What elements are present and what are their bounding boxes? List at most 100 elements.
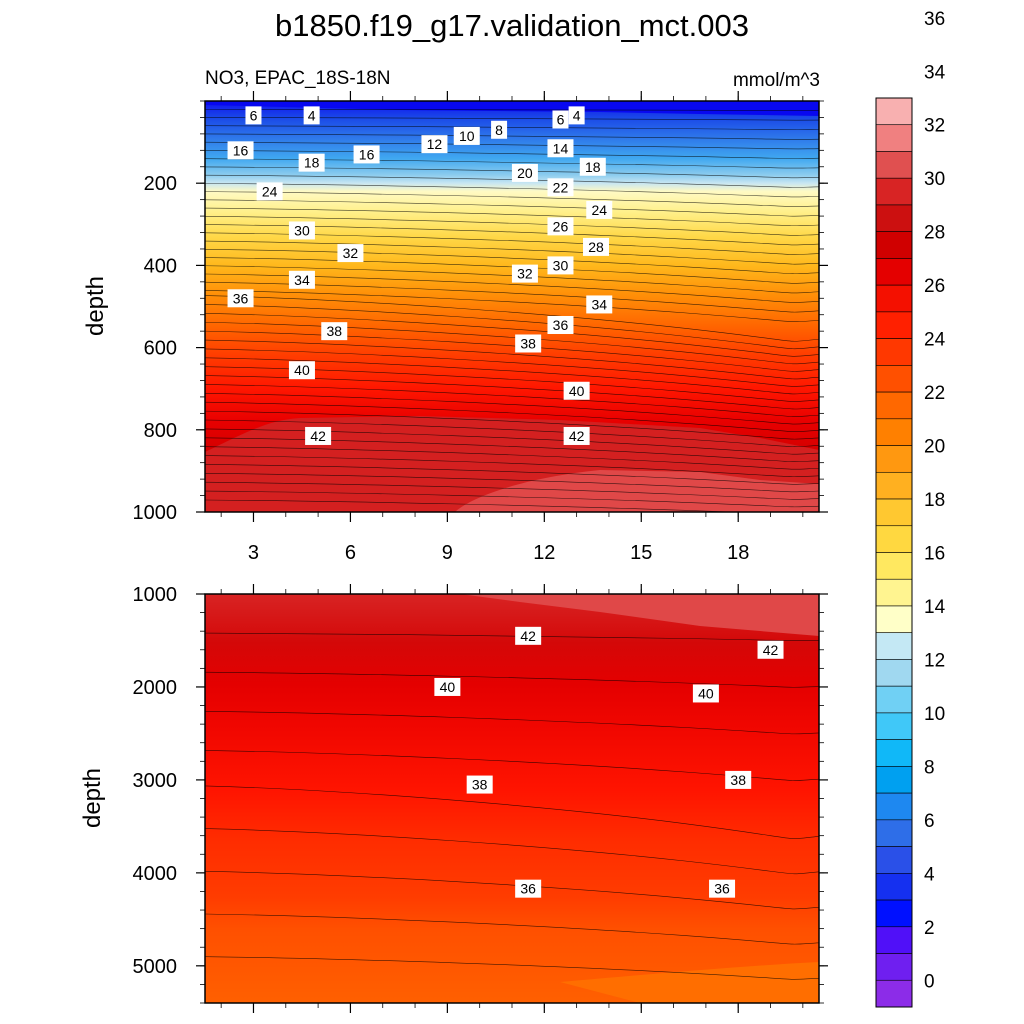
contour-label: 32 xyxy=(511,264,538,283)
colorbar-label: 12 xyxy=(924,650,945,671)
upper-y-axis-label: depth xyxy=(82,276,109,336)
contour-label: 18 xyxy=(579,157,606,176)
contour-line xyxy=(205,166,819,179)
contour-line xyxy=(205,711,819,735)
contour-label: 38 xyxy=(725,770,752,789)
colorbar-label: 34 xyxy=(924,62,946,83)
contour-label-box xyxy=(305,426,332,445)
x-tick-label: 15 xyxy=(630,542,652,564)
contour-label-box xyxy=(547,139,574,158)
lower-panel-ticks: 1000 2000 3000 4000 5000 xyxy=(133,584,828,1013)
colorbar-swatch xyxy=(875,873,913,901)
contour-line xyxy=(205,384,819,417)
contour-label: 20 xyxy=(511,163,538,182)
contour-label-text: 4 xyxy=(573,107,581,123)
contour-label-text: 38 xyxy=(730,772,746,788)
contour-label-box xyxy=(568,106,585,125)
x-tick-label: 6 xyxy=(345,542,356,564)
contour-label: 30 xyxy=(288,221,315,240)
contour-line xyxy=(205,828,819,875)
chart-title: b1850.f19_g17.validation_mct.003 xyxy=(275,8,749,43)
x-tick-label: 3 xyxy=(248,542,259,564)
contour-label-text: 22 xyxy=(553,179,569,195)
colorbar-swatch xyxy=(875,124,913,152)
contour-line xyxy=(205,393,819,425)
contour-label-box xyxy=(227,141,254,160)
colorbar-label: 36 xyxy=(924,9,945,30)
contour-label: 36 xyxy=(547,315,574,334)
contour-label-text: 40 xyxy=(698,685,714,701)
contour-label: 22 xyxy=(547,178,574,197)
contour-label: 6 xyxy=(245,106,262,125)
region-32-34-edge xyxy=(205,1003,350,1014)
contour-label-box xyxy=(515,879,542,898)
contour-label-text: 30 xyxy=(294,222,310,238)
contour-label-text: 24 xyxy=(591,202,607,218)
contour-line xyxy=(205,357,819,395)
contour-line xyxy=(205,455,819,478)
contour-label-text: 18 xyxy=(585,159,601,175)
contour-line xyxy=(205,785,819,839)
region-0-4 xyxy=(205,101,819,116)
lower-y-axis-label: depth xyxy=(79,768,106,828)
colorbar-swatch xyxy=(875,258,913,286)
y-tick-label: 800 xyxy=(144,420,177,442)
colorbar-swatch xyxy=(875,231,913,259)
contour-label: 4 xyxy=(303,106,320,125)
colorbar-swatch xyxy=(875,471,913,500)
contour-line xyxy=(205,419,819,447)
colorbar-swatch xyxy=(875,338,913,366)
contour-line xyxy=(205,174,819,188)
colorbar-swatch xyxy=(875,391,913,420)
contour-label-text: 8 xyxy=(495,122,503,138)
colorbar-swatch xyxy=(875,979,913,1008)
contour-label-box xyxy=(303,106,320,125)
colorbar-label: 24 xyxy=(924,330,946,351)
contour-label: 32 xyxy=(337,244,364,263)
contour-label: 38 xyxy=(466,775,493,794)
contour-label: 26 xyxy=(547,217,574,236)
contour-line xyxy=(205,191,819,207)
colorbar-label: 0 xyxy=(924,971,935,992)
contour-label-text: 42 xyxy=(763,642,779,658)
contour-label-box xyxy=(586,295,613,314)
contour-label-text: 32 xyxy=(343,245,359,261)
y-tick-label: 400 xyxy=(144,255,177,277)
contour-label-text: 18 xyxy=(304,155,320,171)
contour-label-box xyxy=(288,270,315,289)
colorbar-label: 10 xyxy=(924,704,945,725)
contour-label-text: 42 xyxy=(569,428,585,444)
y-tick-label: 600 xyxy=(144,338,177,360)
contour-line xyxy=(205,446,819,470)
contour-label: 18 xyxy=(298,153,325,172)
contour-label: 14 xyxy=(547,139,574,158)
contour-label-text: 36 xyxy=(520,881,536,897)
contour-label: 36 xyxy=(709,879,736,898)
contour-label-box xyxy=(421,135,448,154)
colorbar-label: 18 xyxy=(924,490,945,511)
colorbar-swatch xyxy=(875,632,913,660)
contour-label: 42 xyxy=(757,640,784,659)
colorbar-swatch xyxy=(875,177,913,206)
contour-label-text: 36 xyxy=(553,317,569,333)
contour-line xyxy=(205,216,819,236)
contour-line xyxy=(205,366,819,402)
y-tick-label: 200 xyxy=(144,173,177,195)
contour-line xyxy=(205,281,819,313)
contour-label-text: 40 xyxy=(440,679,456,695)
contour-label: 16 xyxy=(353,145,380,164)
lower-panel-shapes xyxy=(205,594,819,1014)
x-tick-label: 18 xyxy=(727,542,749,564)
contour-label-text: 26 xyxy=(553,218,569,234)
contour-line xyxy=(205,265,819,294)
contour-label-box xyxy=(245,106,262,125)
contour-line xyxy=(205,464,819,485)
contour-label: 24 xyxy=(256,182,283,201)
contour-label-box xyxy=(227,289,254,308)
contour-line xyxy=(205,248,819,275)
colorbar-swatch xyxy=(875,151,913,179)
contour-label-text: 24 xyxy=(262,183,278,199)
